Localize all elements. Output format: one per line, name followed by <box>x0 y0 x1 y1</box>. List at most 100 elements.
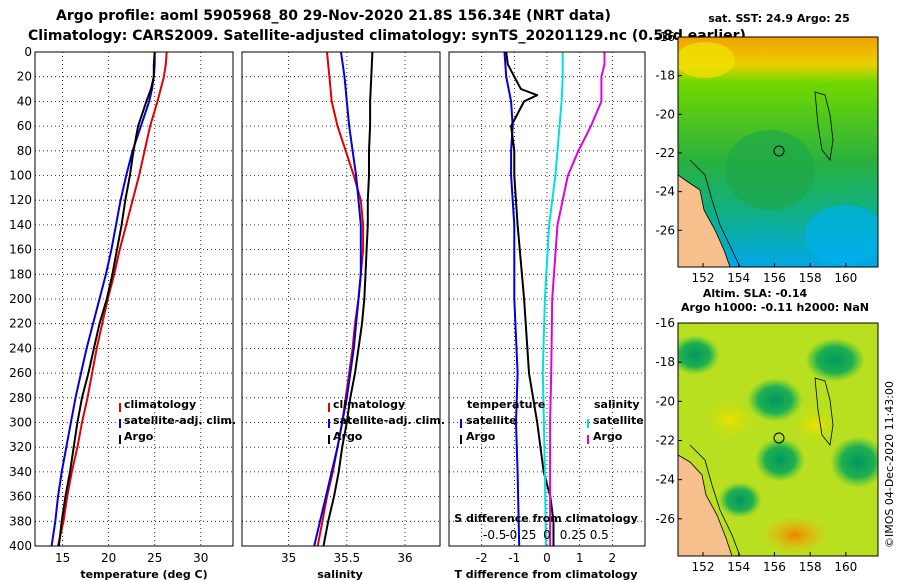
depth-tick-label: 260 <box>9 366 32 380</box>
credit: ©IMOS 04-Dec-2020 11:43:00 <box>883 381 896 548</box>
depth-tick-label: 20 <box>17 70 32 84</box>
legend-salinity-title: salinity <box>594 398 640 411</box>
lat-tick-label: -24 <box>655 185 675 199</box>
temperature-legend: climatology satellite-adj. clim. Argo <box>119 398 236 444</box>
depth-tick-label: 160 <box>9 243 32 257</box>
lat-tick-label: -20 <box>655 107 675 121</box>
depth-tick-label: 60 <box>17 119 32 133</box>
sla-low-4 <box>830 436 878 488</box>
series-line-satellite-adj-clim- <box>313 51 362 547</box>
salinity-x-ticks: 35 35.5 36 <box>281 551 413 565</box>
difference-grid <box>449 52 645 546</box>
sla-map-ticks: 152 154 156 158 160 -16 -18 -20 -22 -24 -26 <box>655 316 857 574</box>
lat-tick-label: -22 <box>655 433 675 447</box>
salinity-grid <box>242 52 440 546</box>
salinity-panel: 35 35.5 36 salinity climatology satellite-… <box>241 51 445 580</box>
legend-argo: Argo <box>124 430 154 443</box>
sst-shelf-contour <box>689 159 741 267</box>
legend-climatology: climatology <box>333 398 405 411</box>
lat-tick-label: -26 <box>655 223 675 237</box>
lat-tick-label: -20 <box>655 394 675 408</box>
legend-temperature-title: temperature <box>467 398 545 411</box>
depth-tick-label: 100 <box>9 169 32 183</box>
depth-tick-label: 380 <box>9 514 32 528</box>
difference-x-ticks: -2 -1 0 1 2 <box>476 551 616 565</box>
x-tick-label: 15 <box>55 551 70 565</box>
x-tick-label: 25 <box>147 551 162 565</box>
sst-map-title: sat. SST: 24.9 Argo: 25 <box>708 12 850 25</box>
lon-tick-label: 156 <box>763 271 786 285</box>
difference-curves <box>503 51 606 547</box>
sla-shelf-contour <box>689 444 741 556</box>
temperature-x-label: temperature (deg C) <box>80 568 207 580</box>
difference-s-ticks: -0.5-0.25 0 0.25 0.5 <box>483 528 609 542</box>
depth-tick-label: 120 <box>9 193 32 207</box>
x-tick-label: 2 <box>609 551 617 565</box>
s-tick-label: 0.5 <box>590 528 609 542</box>
legend-satellite-adj: satellite-adj. clim. <box>124 414 236 427</box>
sla-high-1 <box>705 400 755 440</box>
depth-tick-label: 200 <box>9 292 32 306</box>
x-tick-label: 1 <box>576 551 584 565</box>
sla-low-5 <box>755 438 805 482</box>
depth-tick-label: 300 <box>9 416 32 430</box>
depth-tick-labels: 0 20 40 60 80 100 120 140 160 180 200 220 240 260 280 3… <box>9 45 32 553</box>
lat-tick-label: -26 <box>655 512 675 526</box>
lon-tick-label: 158 <box>799 560 822 574</box>
sla-reef-outline <box>814 377 834 446</box>
difference-frame <box>448 51 646 547</box>
legend-s-argo: Argo <box>593 430 623 443</box>
depth-tick-label: 220 <box>9 317 32 331</box>
lon-tick-label: 156 <box>763 560 786 574</box>
title-line-2: Climatology: CARS2009. Satellite-adjuste… <box>28 28 746 44</box>
sst-cold-patch <box>805 205 878 265</box>
lon-tick-label: 154 <box>727 271 750 285</box>
s-tick-label: -0.5 <box>483 528 506 542</box>
sst-argo-location <box>773 145 785 157</box>
x-tick-label: 20 <box>101 551 116 565</box>
depth-tick-label: 400 <box>9 539 32 553</box>
sla-low-2 <box>805 338 865 382</box>
x-tick-label: 36 <box>397 551 412 565</box>
depth-tick-label: 40 <box>17 94 32 108</box>
sst-map-ticks: 152 154 156 158 160 -16 -18 -20 -22 -24 -26 <box>655 30 857 285</box>
sla-argo-label: Argo h1000: -0.11 h2000: NaN <box>681 301 869 314</box>
sla-low-1 <box>747 378 803 422</box>
lon-tick-label: 158 <box>799 271 822 285</box>
legend-climatology: climatology <box>124 398 196 411</box>
difference-s-label: S difference from climatology <box>454 512 638 525</box>
legend-satellite-adj: satellite-adj. clim. <box>333 414 445 427</box>
legend-argo: Argo <box>333 430 363 443</box>
depth-tick-label: 320 <box>9 440 32 454</box>
sst-reef-outline <box>814 91 834 161</box>
sla-low-3 <box>678 335 720 375</box>
legend-t-satellite: satellite <box>466 414 517 427</box>
sst-map-frame <box>677 36 879 268</box>
sst-warm-patch <box>678 42 735 78</box>
depth-tick-label: 0 <box>24 45 32 59</box>
x-tick-label: -1 <box>508 551 520 565</box>
series-line-satellite-adj-clim- <box>50 52 156 547</box>
difference-panel: -2 -1 0 1 2 -0.5-0.25 0 0.25 0.5 T difference f… <box>448 51 646 580</box>
title-line-1: Argo profile: aoml 5905968_80 29-Nov-202… <box>56 8 611 24</box>
depth-tick-label: 280 <box>9 391 32 405</box>
depth-tick-label: 240 <box>9 341 32 355</box>
depth-tick-label: 140 <box>9 218 32 232</box>
sst-land <box>678 174 731 267</box>
difference-salinity-legend: salinity satellite Argo <box>587 398 644 444</box>
lon-tick-label: 154 <box>727 560 750 574</box>
legend-t-argo: Argo <box>466 430 496 443</box>
difference-x-label: T difference from climatology <box>454 568 637 580</box>
depth-tick-label: 180 <box>9 267 32 281</box>
series-line-salinity-argo <box>549 52 606 546</box>
lat-tick-label: -22 <box>655 146 675 160</box>
sla-label: Altim. SLA: -0.14 <box>703 287 808 300</box>
x-tick-label: 30 <box>193 551 208 565</box>
temperature-grid <box>35 52 233 546</box>
temperature-frame <box>34 51 234 547</box>
series-line-climatology <box>316 51 365 547</box>
sla-argo-location <box>773 432 785 444</box>
lat-tick-label: -16 <box>655 30 675 44</box>
lon-tick-label: 160 <box>834 560 857 574</box>
